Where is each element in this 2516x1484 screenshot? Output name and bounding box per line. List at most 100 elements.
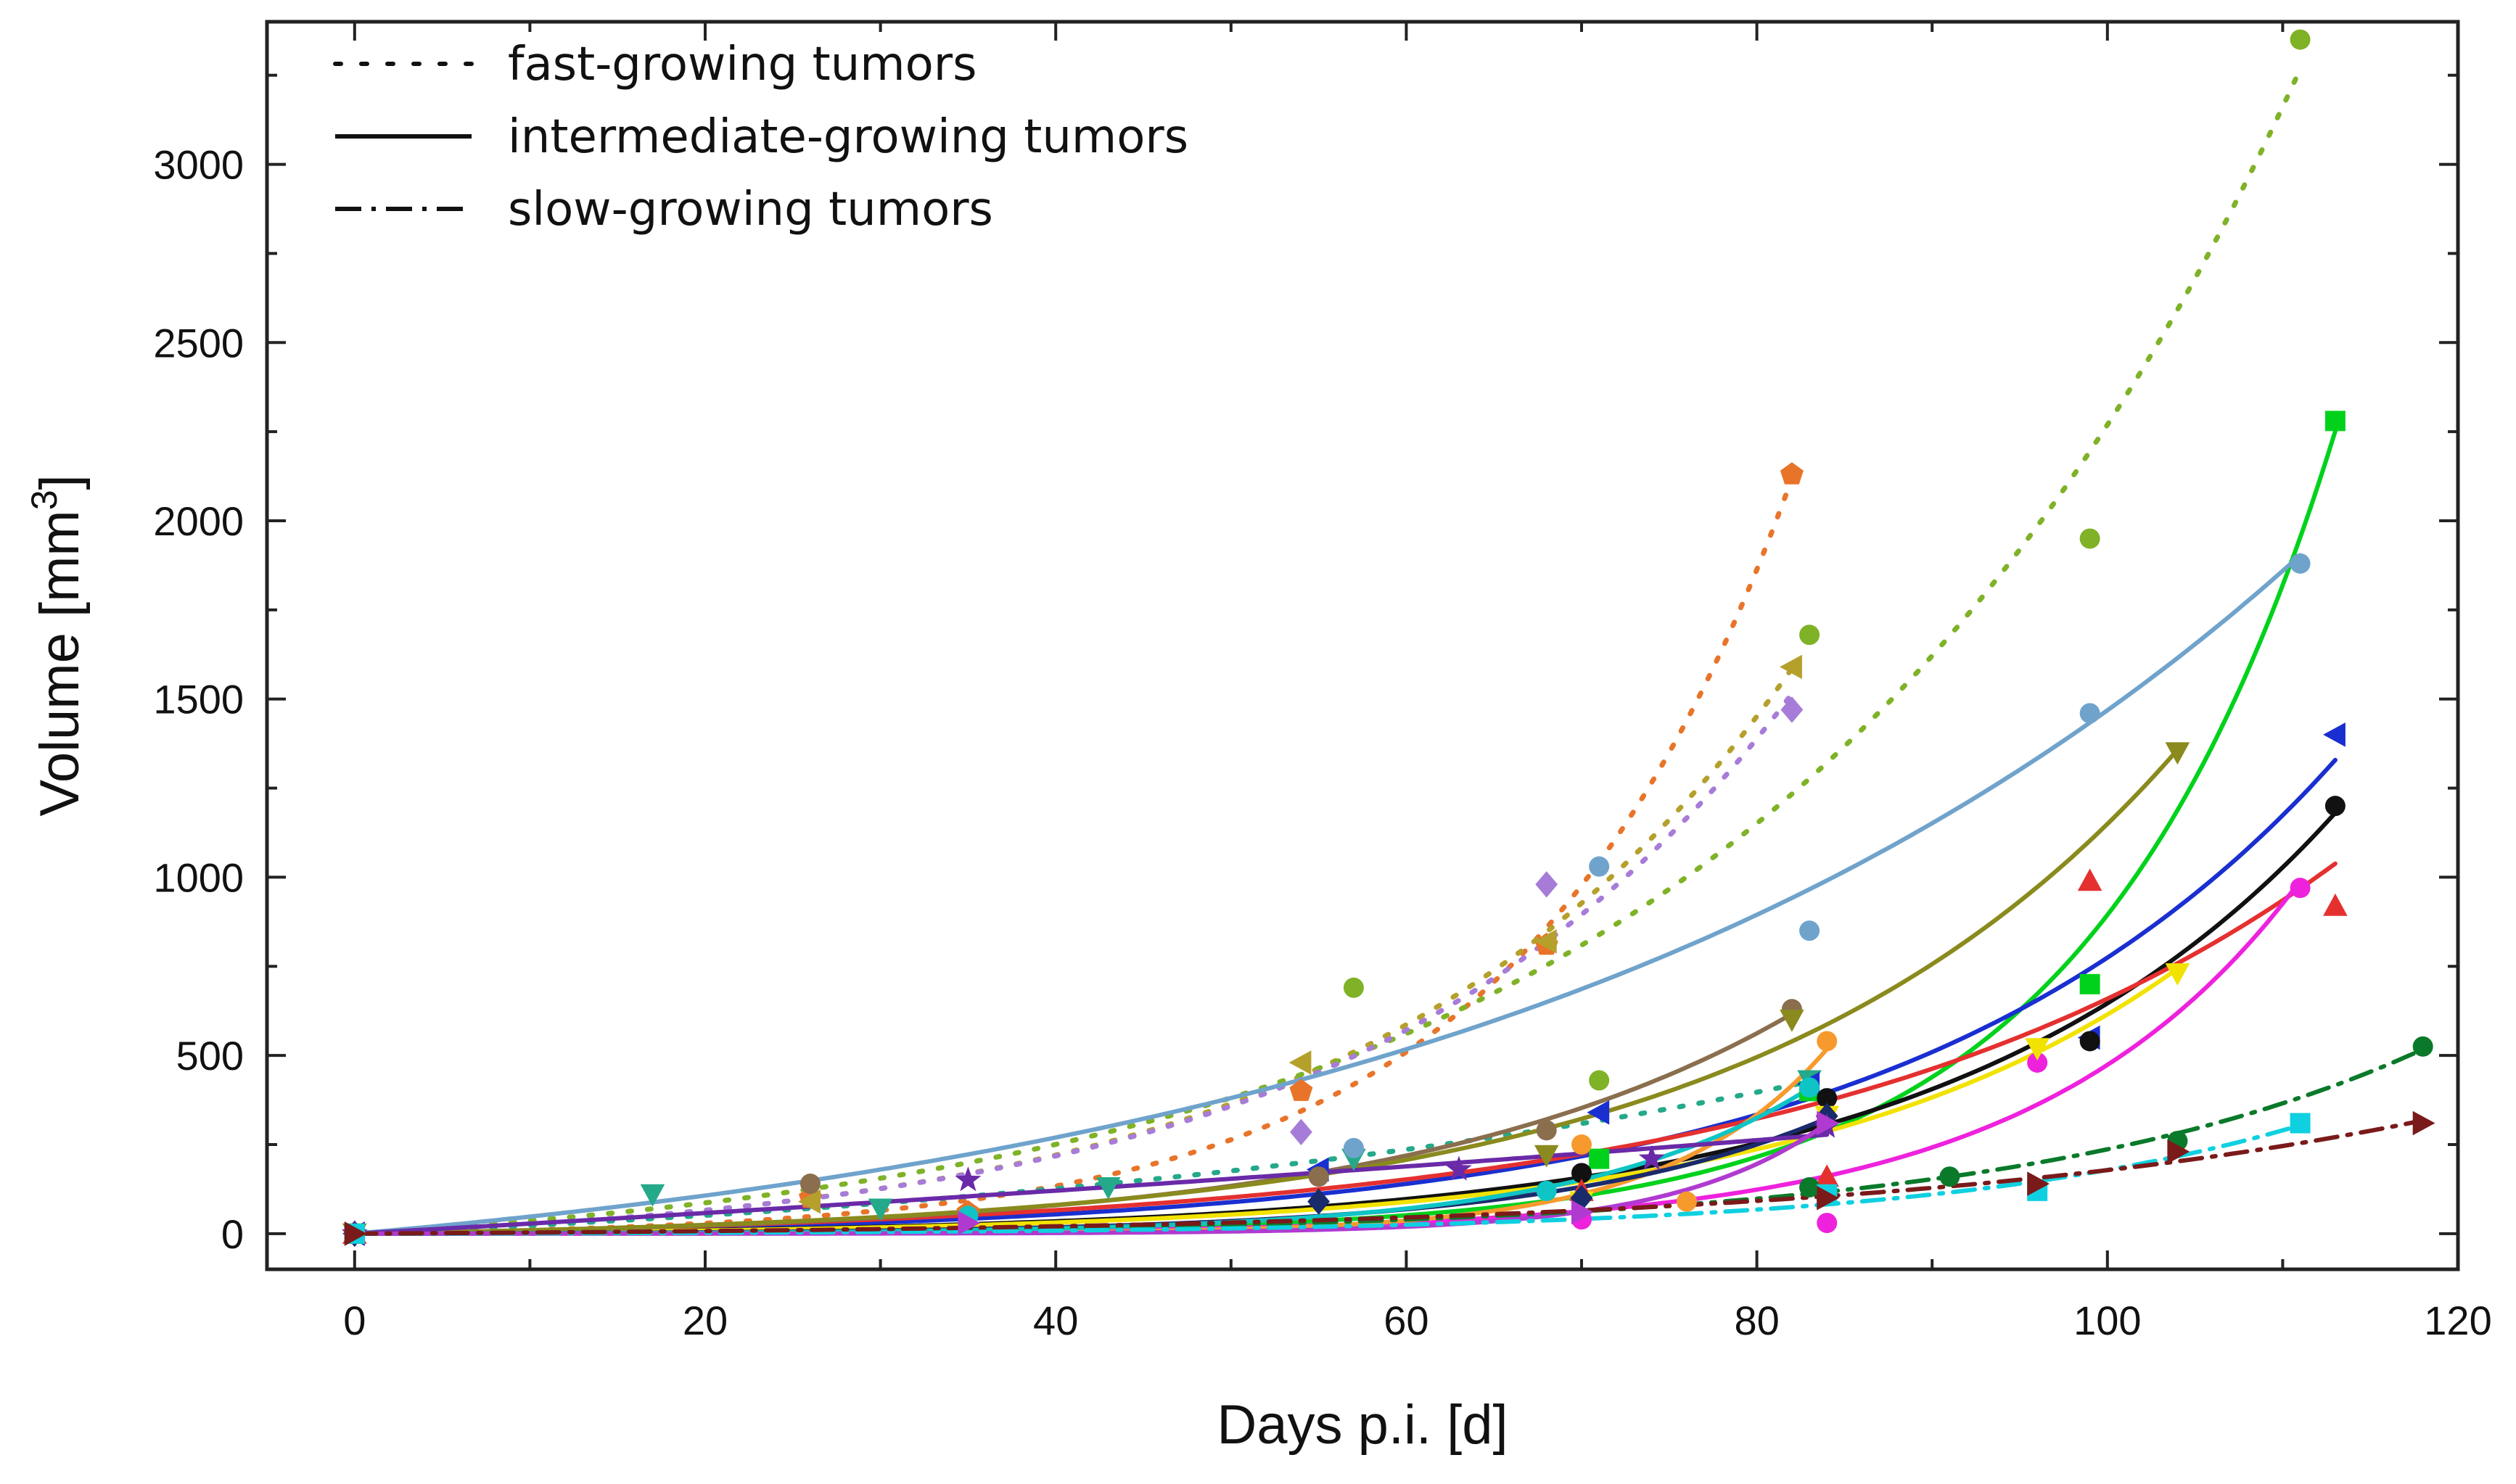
data-point-s22-p1	[344, 1221, 367, 1246]
data-point-s15-p2	[1571, 1134, 1592, 1155]
data-point-s6-p2	[1589, 1148, 1610, 1169]
data-point-s18-p4	[1638, 1145, 1665, 1170]
data-point-s2-p2	[798, 1189, 821, 1214]
fit-curves	[352, 66, 2425, 1237]
data-point-s14-p3	[1780, 1010, 1804, 1032]
data-point-s4-p2	[1290, 1118, 1312, 1145]
data-point-s6-p4	[2079, 973, 2100, 994]
data-point-s20-p2	[1799, 1176, 1820, 1197]
data-point-s9-p2	[1571, 1163, 1592, 1184]
y-tick-label: 1500	[153, 677, 244, 722]
data-point-s18-p2	[955, 1166, 982, 1192]
data-point-s20-p5	[2412, 1036, 2433, 1057]
y-axis-title-main: Volume [mm	[29, 510, 91, 816]
fit-curve-intermediate-6	[352, 429, 2338, 1236]
data-point-s14-p2	[1534, 1145, 1559, 1168]
y-tick-label: 0	[221, 1211, 244, 1257]
y-tick-label: 2500	[153, 320, 244, 366]
legend-label-intermediate: intermediate-growing tumors	[508, 110, 1188, 164]
fit-curve-fast-3	[352, 66, 2303, 1237]
data-point-s10-p3	[1814, 1164, 1839, 1187]
x-tick-label: 60	[1384, 1298, 1428, 1343]
x-tick-label: 120	[2424, 1298, 2491, 1343]
data-point-s5-p3	[868, 1198, 893, 1221]
data-point-s9-p4	[2079, 1031, 2100, 1052]
data-point-s20-p3	[1939, 1166, 1960, 1187]
x-tick-labels: 0 20 40 60 80 100 120	[343, 1298, 2491, 1343]
data-point-s11-p3	[1817, 1213, 1838, 1234]
fit-curve-intermediate-14	[352, 747, 2180, 1236]
x-tick-label: 100	[2073, 1298, 2141, 1343]
y-axis-title-sup: 3	[24, 490, 65, 510]
data-point-s1-p6	[1780, 462, 1804, 485]
y-axis-title-close: ]	[29, 474, 91, 490]
data-point-s2-p3	[1288, 1050, 1312, 1075]
data-point-s4-p3	[1535, 871, 1558, 898]
data-point-s7-p3	[1589, 856, 1610, 877]
y-tick-label: 3000	[153, 142, 244, 188]
fit-curve-intermediate-7	[352, 553, 2303, 1236]
fit-curve-slow-22	[352, 1118, 2425, 1236]
data-point-s19-p2	[958, 1211, 981, 1235]
data-point-s13-p4	[1536, 1120, 1557, 1141]
data-point-s11-p5	[2290, 878, 2311, 899]
data-point-s7-p2	[1343, 1137, 1364, 1158]
data-point-s2-p5	[1780, 654, 1802, 680]
data-point-s4-p4	[1780, 696, 1804, 723]
data-point-s15-p4	[1817, 1031, 1838, 1052]
y-tick-label: 2000	[153, 498, 244, 544]
data-point-s3-p6	[2290, 29, 2311, 50]
data-point-s22-p4	[2167, 1139, 2190, 1164]
data-point-s3-p3	[1589, 1070, 1610, 1091]
plot-frame	[265, 20, 2460, 1271]
data-point-s9-p5	[2324, 796, 2346, 817]
data-markers	[341, 29, 2435, 1248]
axis-ticks	[267, 22, 2459, 1269]
data-point-s19-p4	[1817, 1110, 1839, 1136]
data-point-s22-p5	[2412, 1110, 2435, 1136]
data-point-s11-p4	[2027, 1052, 2048, 1073]
data-point-s3-p2	[1343, 977, 1364, 998]
data-point-s14-p4	[2165, 742, 2190, 765]
data-point-s12-p4	[2025, 1038, 2050, 1061]
data-point-s15-p3	[1676, 1191, 1697, 1212]
data-point-s8-p3	[1587, 1100, 1610, 1125]
x-tick-label: 80	[1734, 1298, 1779, 1343]
data-point-s17-p4	[1799, 1077, 1820, 1098]
data-point-s22-p2	[1817, 1185, 1839, 1211]
data-point-s16-p3	[1570, 1184, 1593, 1211]
y-tick-label: 500	[176, 1033, 244, 1079]
data-point-s12-p5	[2165, 963, 2190, 986]
y-tick-label: 1000	[153, 854, 244, 900]
x-axis-title: Days p.i. [d]	[1217, 1394, 1508, 1456]
data-point-s10-p5	[2323, 893, 2348, 916]
data-point-s18-p3	[1445, 1155, 1472, 1181]
legend: fast-growing tumors intermediate-growing…	[333, 38, 1188, 236]
legend-label-fast: fast-growing tumors	[508, 38, 977, 91]
fit-curve-intermediate-8	[352, 757, 2338, 1236]
y-axis-title: Volume [mm3]	[24, 474, 91, 816]
data-point-s7-p4	[1799, 920, 1820, 941]
data-point-s17-p3	[1536, 1180, 1557, 1201]
data-point-s13-p3	[1308, 1166, 1329, 1187]
data-point-s2-p4	[1534, 929, 1557, 954]
data-point-s5-p4	[1095, 1177, 1121, 1200]
data-point-s9-p3	[1817, 1088, 1838, 1109]
data-point-s7-p5	[2079, 703, 2100, 724]
data-point-s22-p3	[2027, 1171, 2050, 1196]
data-point-s7-p6	[2290, 553, 2311, 574]
data-point-s21-p4	[2290, 1113, 2311, 1134]
data-point-s19-p3	[1571, 1200, 1594, 1225]
y-tick-labels: 0 500 1000 1500 2000 2500 3000	[153, 142, 244, 1257]
data-point-s3-p5	[2079, 528, 2100, 549]
data-point-s10-p4	[2077, 868, 2102, 891]
x-tick-label: 40	[1033, 1298, 1078, 1343]
data-point-s13-p2	[799, 1174, 821, 1195]
fit-curve-fast-5	[352, 1079, 1812, 1237]
data-point-s3-p4	[1799, 624, 1820, 646]
data-point-s5-p2	[640, 1184, 665, 1207]
data-point-s8-p6	[2323, 722, 2346, 747]
fit-curve-slow-20	[352, 1047, 2425, 1236]
data-point-s6-p5	[2324, 411, 2346, 432]
